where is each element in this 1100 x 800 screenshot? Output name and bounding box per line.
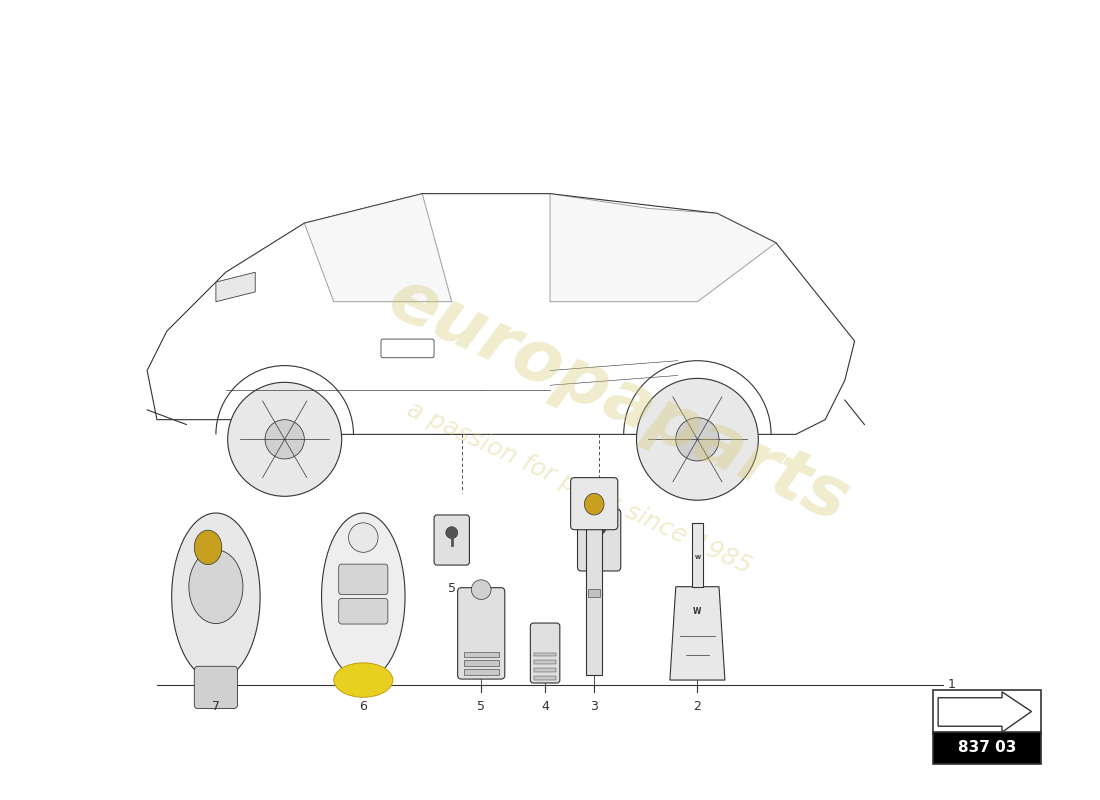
Text: a passion for parts since 1985: a passion for parts since 1985 — [404, 398, 756, 579]
Ellipse shape — [584, 494, 604, 515]
Text: 6: 6 — [360, 700, 367, 713]
Text: 1: 1 — [948, 678, 956, 691]
Text: W: W — [694, 554, 701, 560]
Circle shape — [592, 521, 606, 534]
Polygon shape — [670, 586, 725, 680]
FancyBboxPatch shape — [571, 478, 618, 530]
Bar — [586, 523, 602, 675]
Circle shape — [265, 420, 305, 459]
FancyBboxPatch shape — [933, 732, 1042, 763]
Ellipse shape — [349, 523, 378, 552]
Text: 4: 4 — [595, 586, 603, 600]
FancyBboxPatch shape — [933, 690, 1042, 734]
Ellipse shape — [321, 513, 405, 680]
FancyBboxPatch shape — [578, 509, 620, 571]
Text: 3: 3 — [591, 700, 598, 713]
FancyBboxPatch shape — [530, 623, 560, 683]
FancyBboxPatch shape — [195, 666, 238, 709]
Circle shape — [472, 580, 491, 599]
Text: 5: 5 — [477, 700, 485, 713]
Bar — [535, 668, 556, 672]
Ellipse shape — [172, 513, 260, 680]
Text: 2: 2 — [693, 700, 702, 713]
Ellipse shape — [195, 530, 222, 565]
Bar — [588, 589, 601, 597]
FancyBboxPatch shape — [434, 515, 470, 565]
Circle shape — [446, 526, 458, 538]
Bar — [463, 651, 499, 658]
Text: europaparts: europaparts — [377, 263, 860, 537]
Text: 837 03: 837 03 — [958, 740, 1016, 755]
Ellipse shape — [333, 663, 393, 698]
FancyBboxPatch shape — [339, 564, 388, 594]
Text: 7: 7 — [212, 700, 220, 713]
Bar — [535, 660, 556, 664]
FancyBboxPatch shape — [339, 598, 388, 624]
Polygon shape — [216, 272, 255, 302]
Polygon shape — [305, 194, 452, 302]
Bar — [463, 660, 499, 666]
Text: W: W — [693, 606, 702, 616]
Bar — [535, 676, 556, 680]
Bar — [535, 653, 556, 657]
Ellipse shape — [189, 550, 243, 623]
FancyBboxPatch shape — [458, 588, 505, 679]
Polygon shape — [550, 194, 776, 302]
Circle shape — [637, 378, 758, 500]
Text: 5: 5 — [448, 582, 455, 594]
Circle shape — [228, 382, 342, 496]
Text: 4: 4 — [541, 700, 549, 713]
Bar — [463, 670, 499, 675]
Bar — [692, 523, 703, 586]
Circle shape — [675, 418, 719, 461]
